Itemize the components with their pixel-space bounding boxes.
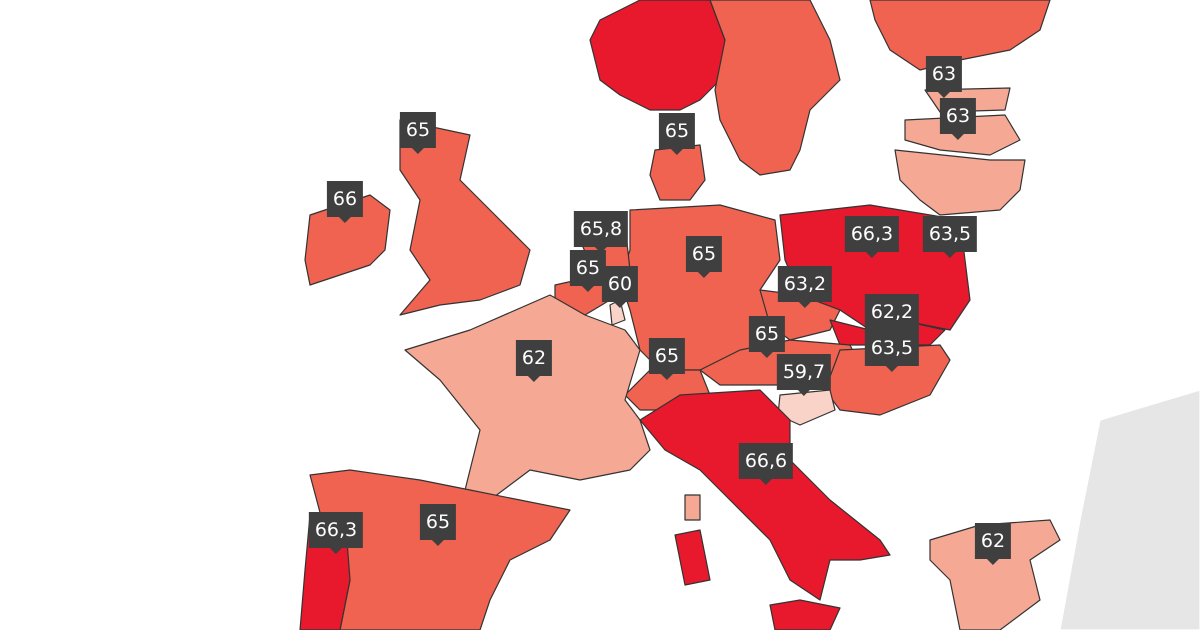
marker: 65: [685, 236, 723, 278]
marker: 66,6: [738, 443, 794, 485]
sweden: [709, 0, 841, 176]
marker: 66: [326, 181, 364, 223]
marker: 65,8: [573, 211, 629, 253]
marker: 62: [515, 340, 553, 382]
sicily: [769, 599, 841, 630]
greece: [929, 519, 1061, 630]
ireland: [304, 194, 391, 286]
norway: [589, 0, 726, 111]
marker: 65: [648, 338, 686, 380]
marker: 63,5: [864, 330, 920, 372]
marker: 65: [419, 504, 457, 546]
uk: [399, 119, 531, 316]
marker: 65: [569, 250, 607, 292]
marker: 63: [939, 98, 977, 140]
marker: 62,2: [864, 294, 920, 336]
marker: 66,3: [844, 216, 900, 258]
non-eu-area: [1059, 389, 1200, 630]
marker: 60: [601, 266, 639, 308]
lithuania: [894, 149, 1026, 216]
marker: 63,2: [777, 266, 833, 308]
marker: 63,5: [922, 216, 978, 258]
sardinia: [674, 529, 711, 586]
spain: [309, 469, 571, 630]
marker: 65: [748, 316, 786, 358]
denmark: [649, 144, 706, 201]
marker: 66,3: [308, 512, 364, 554]
marker: 65: [399, 112, 437, 154]
marker: 65: [658, 113, 696, 155]
corsica: [684, 494, 701, 521]
marker: 63: [925, 56, 963, 98]
italy: [639, 389, 891, 601]
france: [404, 294, 651, 501]
marker: 62: [974, 523, 1012, 565]
marker: 59,7: [776, 354, 832, 396]
